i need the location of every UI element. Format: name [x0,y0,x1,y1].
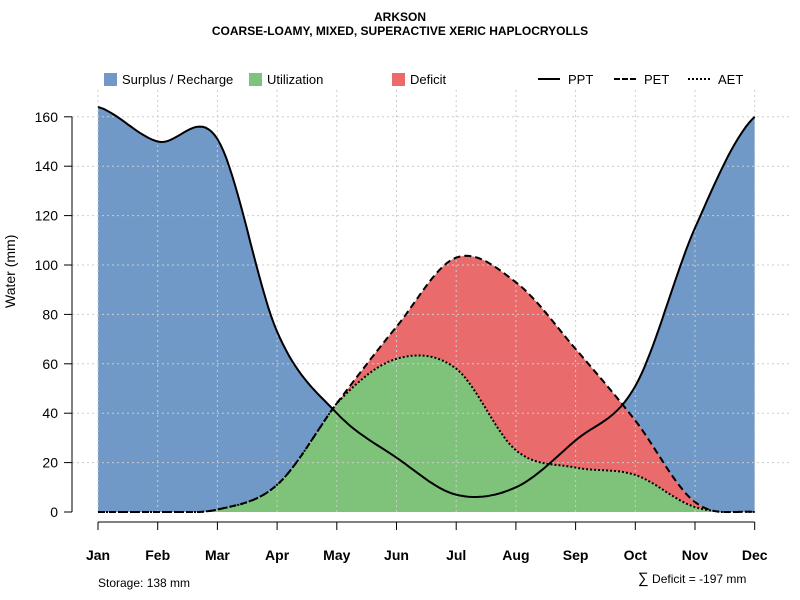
x-tick-label: Mar [205,547,230,563]
chart-subtitle: COARSE-LOAMY, MIXED, SUPERACTIVE XERIC H… [211,24,589,38]
legend-item-aet: AET [688,71,743,87]
x-tick-label: Aug [502,547,529,563]
chart-title: ARKSON [373,10,426,24]
x-tick-label: Nov [682,547,709,563]
legend-swatch-utilization [249,72,262,86]
deficit-area [98,255,755,513]
legend-line-ppt [538,78,560,80]
deficit-text: Deficit = -197 mm [652,572,747,586]
legend-label-pet: PET [644,71,670,87]
surplus-area [98,106,755,513]
x-tick-label: Dec [742,547,768,563]
y-tick-label: 80 [42,306,58,322]
x-tick-label: May [323,547,350,563]
legend-line-pet [614,78,636,80]
x-tick-label: Sep [563,547,589,563]
ppt-line [97,105,756,498]
y-tick-label: 0 [50,504,58,520]
x-tick-label: Apr [265,547,290,563]
storage-annotation: Storage: 138 mm [98,576,191,590]
deficit-annotation: ∑ Deficit = -197 mm [638,570,746,587]
y-tick-label: 120 [35,208,59,224]
x-tick-label: Jan [86,547,110,563]
pet-line [98,254,755,513]
legend-item-surplus: Surplus / Recharge [104,71,233,87]
legend-label-surplus: Surplus / Recharge [122,71,234,87]
aet-line [98,354,755,513]
x-tick-label: Feb [145,547,170,563]
y-tick-label: 40 [42,405,58,421]
legend-item-ppt: PPT [538,71,593,87]
legend-swatch-surplus [104,72,117,86]
y-tick-label: 60 [42,356,58,372]
legend-line-aet [688,78,710,80]
legend-swatch-deficit [392,72,405,86]
legend-item-pet: PET [614,71,669,87]
sum-symbol: ∑ [638,570,649,587]
y-tick-label: 100 [35,257,59,273]
legend-label-deficit: Deficit [410,71,447,87]
x-tick-label: Jun [384,547,409,563]
utilization-area [98,355,755,512]
y-tick-label: 160 [35,109,59,125]
legend-item-deficit: Deficit [392,71,446,87]
legend-label-ppt: PPT [568,71,594,87]
x-tick-label: Oct [624,547,648,563]
legend-label-aet: AET [718,71,744,87]
legend-label-utilization: Utilization [267,71,324,87]
y-tick-label: 140 [35,158,59,174]
x-tick-label: Jul [446,547,466,563]
legend-item-utilization: Utilization [249,71,323,87]
y-tick-label: 20 [42,455,58,471]
